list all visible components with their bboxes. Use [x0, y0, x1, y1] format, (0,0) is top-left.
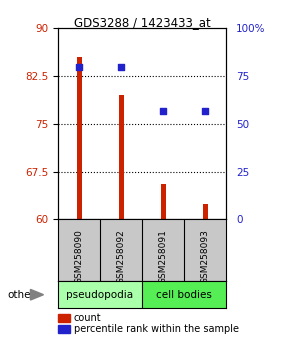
Point — [203, 108, 208, 113]
Bar — [119, 95, 124, 219]
Point — [119, 64, 124, 69]
Bar — [142, 281, 226, 308]
Text: other: other — [7, 290, 35, 300]
Text: GSM258093: GSM258093 — [201, 229, 210, 284]
Text: GDS3288 / 1423433_at: GDS3288 / 1423433_at — [74, 16, 211, 29]
Text: percentile rank within the sample: percentile rank within the sample — [74, 324, 239, 334]
Text: GSM258091: GSM258091 — [159, 229, 168, 284]
Point — [77, 64, 81, 69]
Bar — [77, 57, 81, 219]
Text: GSM258090: GSM258090 — [75, 229, 84, 284]
Text: cell bodies: cell bodies — [156, 290, 212, 300]
Point — [161, 108, 165, 113]
Bar — [58, 281, 142, 308]
Text: count: count — [74, 313, 102, 323]
Text: pseudopodia: pseudopodia — [66, 290, 134, 300]
Bar — [161, 184, 166, 219]
Bar — [203, 204, 208, 219]
Text: GSM258092: GSM258092 — [117, 229, 126, 284]
